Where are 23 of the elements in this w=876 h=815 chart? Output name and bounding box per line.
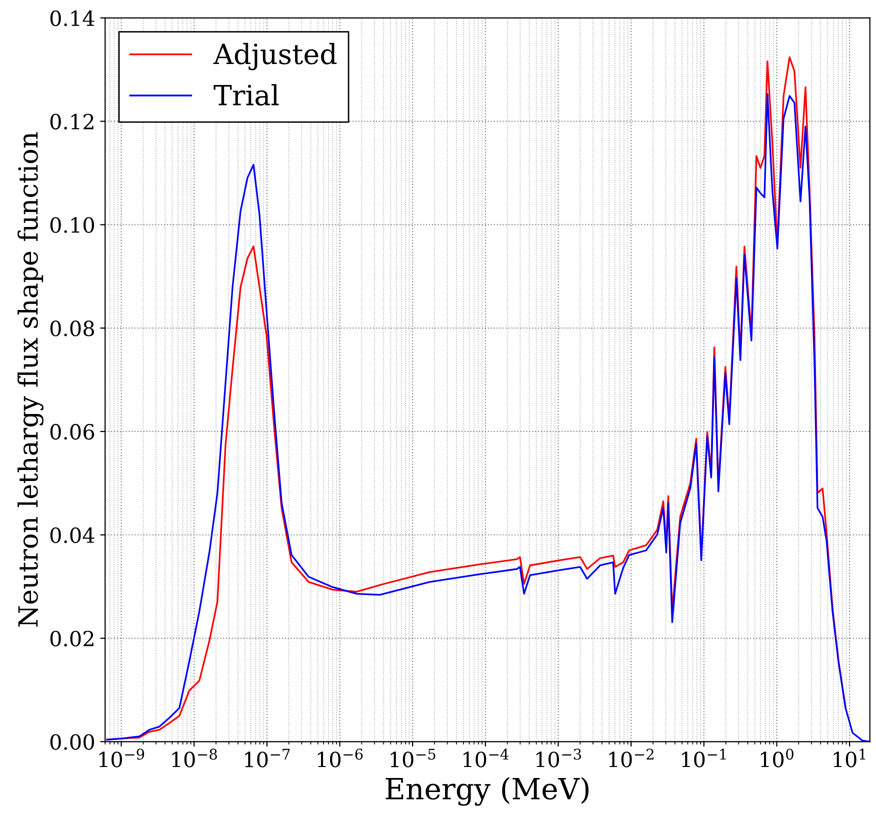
x-tick-label: 10$^{−7}$ [245,748,290,768]
x-tick-label: 10$^{−4}$ [464,748,509,768]
x-tick-label: 10$^{−9}$ [99,748,144,768]
x-tick-label: 10$^{−5}$ [390,748,436,768]
x-tick-label: 10$^{−6}$ [318,748,363,768]
y-axis-title: Neutron lethargy flux shape function [18,132,44,627]
y-tick-label: 0.12 [50,114,94,130]
x-tick-label: 10$^{0}$ [760,748,794,768]
y-tick-label: 0.14 [50,10,94,26]
y-tick-label: 0.06 [50,424,94,440]
x-tick-label: 10$^{−1}$ [682,748,726,768]
legend-label: Trial [214,84,279,106]
y-tick-label: 0.10 [50,217,94,233]
legend-label: Adjusted [213,42,337,70]
x-tick-label: 10$^{−2}$ [609,748,654,768]
x-tick-label: 10$^{−3}$ [536,748,581,768]
x-tick-label: 10$^{−8}$ [172,748,217,768]
y-tick-label: 0.00 [50,734,94,750]
x-axis-title: Energy (MeV) [386,777,589,806]
x-tick-label: 10$^{1}$ [834,748,866,768]
y-tick-label: 0.02 [50,630,94,646]
y-tick-label: 0.08 [50,320,94,336]
y-tick-label: 0.04 [50,527,94,544]
